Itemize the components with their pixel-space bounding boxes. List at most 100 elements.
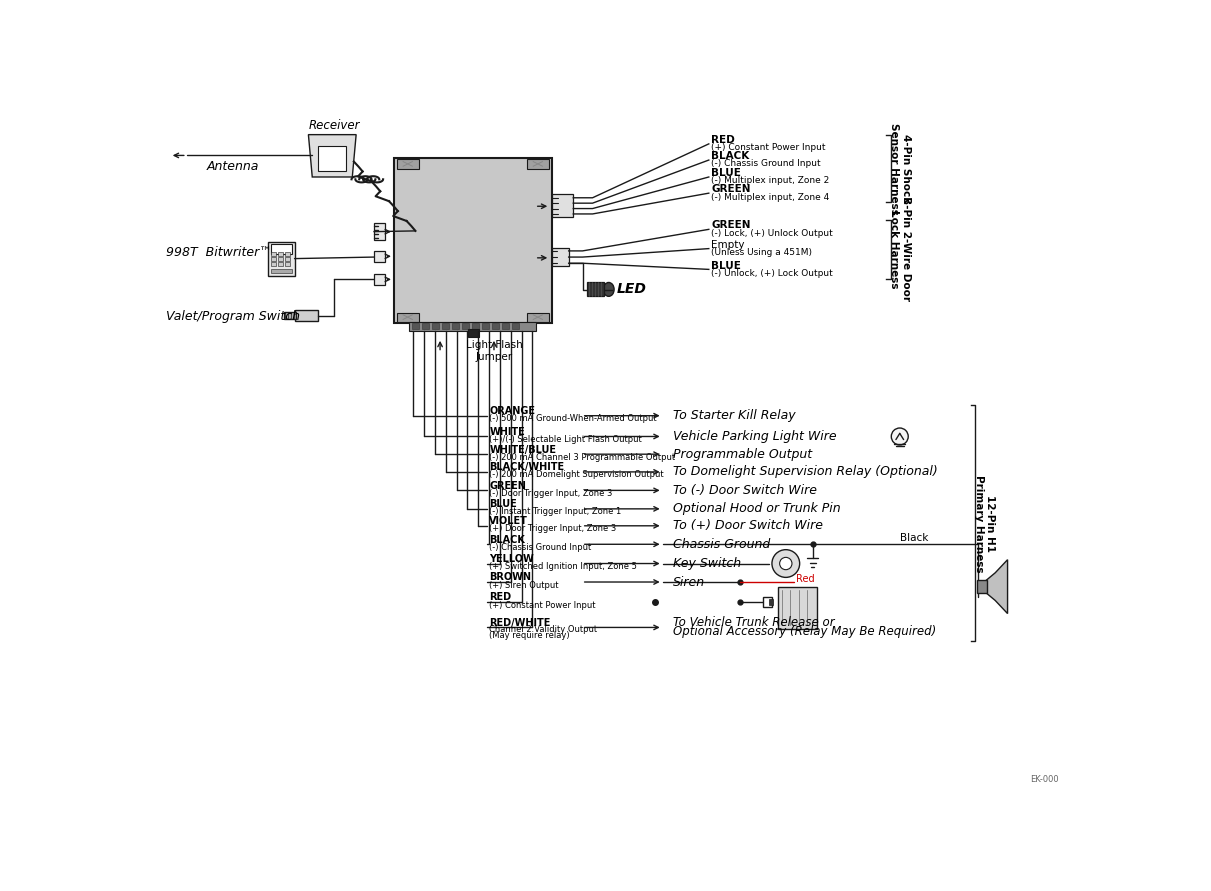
Text: Antenna: Antenna bbox=[207, 159, 259, 173]
Bar bbox=[467, 330, 478, 337]
Text: (May require relay): (May require relay) bbox=[489, 631, 570, 640]
Text: BROWN: BROWN bbox=[489, 572, 532, 583]
Bar bbox=[421, 323, 429, 330]
Text: Red: Red bbox=[796, 574, 815, 584]
Text: Valet/Program Switch: Valet/Program Switch bbox=[166, 310, 300, 323]
Bar bbox=[552, 248, 569, 266]
Text: LED: LED bbox=[616, 282, 647, 297]
Text: (+) Constant Power Input: (+) Constant Power Input bbox=[489, 601, 596, 609]
Text: To Vehicle Trunk Release or: To Vehicle Trunk Release or bbox=[672, 616, 834, 628]
Text: WHITE/BLUE: WHITE/BLUE bbox=[489, 445, 556, 454]
Text: GREEN: GREEN bbox=[711, 184, 751, 194]
Text: (+) Switched Ignition Input, Zone 5: (+) Switched Ignition Input, Zone 5 bbox=[489, 562, 637, 571]
Polygon shape bbox=[309, 135, 356, 177]
Text: (-) Door Trigger Input, Zone 3: (-) Door Trigger Input, Zone 3 bbox=[489, 489, 613, 498]
Polygon shape bbox=[986, 560, 1008, 614]
Text: Programmable Output: Programmable Output bbox=[672, 447, 811, 461]
Text: (+)/(-) Selectable Light Flash Output: (+)/(-) Selectable Light Flash Output bbox=[489, 435, 642, 444]
Bar bbox=[461, 323, 469, 330]
Bar bbox=[587, 282, 604, 297]
Bar bbox=[397, 159, 419, 168]
Text: RED: RED bbox=[711, 135, 735, 145]
Text: BLUE: BLUE bbox=[711, 260, 741, 271]
Bar bbox=[271, 257, 276, 261]
Text: YELLOW: YELLOW bbox=[489, 554, 534, 564]
Bar bbox=[412, 323, 419, 330]
Bar bbox=[409, 322, 536, 331]
Bar bbox=[779, 586, 816, 629]
Text: (-) Instant Trigger Input, Zone 1: (-) Instant Trigger Input, Zone 1 bbox=[489, 508, 621, 517]
Bar bbox=[318, 146, 346, 171]
Text: 3-Pin 2-Wire Door
Lock Harness: 3-Pin 2-Wire Door Lock Harness bbox=[889, 198, 911, 301]
Text: BLACK/WHITE: BLACK/WHITE bbox=[489, 462, 564, 472]
Bar bbox=[271, 244, 292, 254]
Bar bbox=[271, 251, 276, 256]
Text: Light Flash
Jumper: Light Flash Jumper bbox=[465, 340, 522, 362]
Text: Black: Black bbox=[900, 533, 928, 544]
Text: (Unless Using a 451M): (Unless Using a 451M) bbox=[711, 248, 813, 257]
Bar bbox=[763, 597, 771, 608]
Bar bbox=[283, 312, 295, 320]
Bar bbox=[277, 263, 283, 266]
Bar bbox=[374, 251, 385, 262]
Text: BLACK: BLACK bbox=[489, 535, 526, 544]
Bar bbox=[374, 223, 385, 241]
Text: (-) Chassis Ground Input: (-) Chassis Ground Input bbox=[489, 543, 592, 552]
Text: 998T  Bitwriter™: 998T Bitwriter™ bbox=[166, 246, 271, 259]
Text: Siren: Siren bbox=[672, 576, 705, 589]
Circle shape bbox=[891, 428, 908, 445]
Bar bbox=[271, 263, 276, 266]
Bar bbox=[452, 323, 459, 330]
Bar bbox=[277, 251, 283, 256]
Text: BLACK: BLACK bbox=[711, 151, 750, 161]
Bar bbox=[271, 269, 292, 274]
Bar bbox=[977, 580, 987, 593]
Text: Channel 2 Validity Output: Channel 2 Validity Output bbox=[489, 625, 597, 634]
Bar bbox=[442, 323, 448, 330]
Bar bbox=[471, 323, 478, 330]
Text: RED: RED bbox=[489, 593, 511, 602]
Bar bbox=[482, 323, 488, 330]
Text: (-) Multiplex input, Zone 4: (-) Multiplex input, Zone 4 bbox=[711, 192, 830, 201]
Ellipse shape bbox=[603, 282, 614, 297]
Text: (+) Siren Output: (+) Siren Output bbox=[489, 581, 558, 590]
Bar bbox=[277, 257, 283, 261]
Text: (+) Constant Power Input: (+) Constant Power Input bbox=[711, 143, 826, 152]
Circle shape bbox=[780, 558, 792, 569]
Text: Receiver: Receiver bbox=[309, 119, 361, 132]
Text: BLUE: BLUE bbox=[489, 499, 517, 510]
Text: Chassis Ground: Chassis Ground bbox=[672, 538, 770, 551]
Bar bbox=[269, 241, 294, 275]
Text: (-) 200 mA Domelight Supervision Output: (-) 200 mA Domelight Supervision Output bbox=[489, 470, 664, 479]
Text: GREEN: GREEN bbox=[489, 481, 527, 491]
Bar bbox=[769, 599, 773, 605]
Bar bbox=[397, 313, 419, 322]
Text: To (+) Door Switch Wire: To (+) Door Switch Wire bbox=[672, 519, 822, 532]
Text: Vehicle Parking Light Wire: Vehicle Parking Light Wire bbox=[672, 430, 837, 443]
Bar bbox=[285, 251, 289, 256]
Bar bbox=[431, 323, 438, 330]
Text: Optional Hood or Trunk Pin: Optional Hood or Trunk Pin bbox=[672, 503, 840, 515]
Bar bbox=[527, 313, 549, 322]
Text: RED/WHITE: RED/WHITE bbox=[489, 617, 551, 628]
Text: Empty: Empty bbox=[711, 240, 745, 249]
Bar bbox=[394, 158, 552, 323]
Circle shape bbox=[771, 550, 799, 577]
Bar bbox=[285, 257, 289, 261]
Text: (-) Unlock, (+) Lock Output: (-) Unlock, (+) Lock Output bbox=[711, 269, 833, 278]
Bar bbox=[501, 323, 509, 330]
Text: GREEN: GREEN bbox=[711, 220, 751, 231]
Bar bbox=[492, 323, 499, 330]
Bar bbox=[552, 194, 573, 217]
Bar bbox=[527, 159, 549, 168]
Text: (+) Door Trigger Input, Zone 3: (+) Door Trigger Input, Zone 3 bbox=[489, 525, 616, 534]
Bar bbox=[285, 263, 289, 266]
Text: To (-) Door Switch Wire: To (-) Door Switch Wire bbox=[672, 484, 816, 497]
Text: BLUE: BLUE bbox=[711, 168, 741, 178]
Bar bbox=[374, 274, 385, 285]
Text: To Starter Kill Relay: To Starter Kill Relay bbox=[672, 409, 796, 422]
Text: Key Switch: Key Switch bbox=[672, 557, 741, 570]
Bar bbox=[295, 310, 318, 321]
Text: 12-Pin H1
Primary Harness: 12-Pin H1 Primary Harness bbox=[974, 475, 995, 572]
Text: Optional Accessory (Relay May Be Required): Optional Accessory (Relay May Be Require… bbox=[672, 625, 936, 638]
